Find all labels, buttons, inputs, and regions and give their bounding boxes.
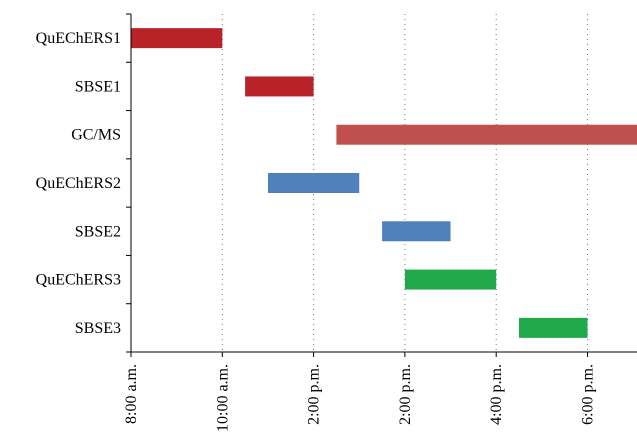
y-tick-label: QuEChERS3 [36, 272, 121, 289]
y-tick-label: QuEChERS2 [36, 175, 121, 192]
bar-quechers3 [404, 269, 497, 290]
x-tick-labels: 8:00 a.m. 10:00 a.m. 2:00 p.m. 2:00 p.m. 4:0… [123, 364, 597, 432]
bar-quechers1 [131, 28, 223, 49]
bar-sbse1 [245, 76, 314, 97]
bar-quechers2 [267, 173, 360, 193]
y-tick-label: SBSE2 [75, 223, 121, 240]
bar-sbse2 [382, 221, 451, 242]
axis-layer [126, 13, 637, 357]
y-tick-label: SBSE1 [75, 78, 121, 95]
x-tick-label: 10:00 a.m. [214, 364, 231, 432]
x-tick-label: 8:00 a.m. [123, 364, 140, 424]
bar-gc-ms [336, 124, 637, 145]
bar-layer [131, 28, 637, 338]
x-tick-label: 2:00 p.m. [397, 364, 414, 425]
x-tick-label: 2:00 p.m. [306, 364, 323, 425]
y-tick-label: GC/MS [71, 127, 121, 144]
y-tick-labels: QuEChERS1 SBSE1 GC/MS QuEChERS2 SBSE2 QuEChER… [36, 30, 121, 337]
x-tick-label: 6:00 p.m. [580, 364, 597, 425]
bar-sbse3 [519, 317, 588, 338]
x-tick-label: 4:00 p.m. [488, 364, 505, 425]
y-tick-label: SBSE3 [75, 320, 121, 337]
y-tick-label: QuEChERS1 [36, 30, 121, 47]
